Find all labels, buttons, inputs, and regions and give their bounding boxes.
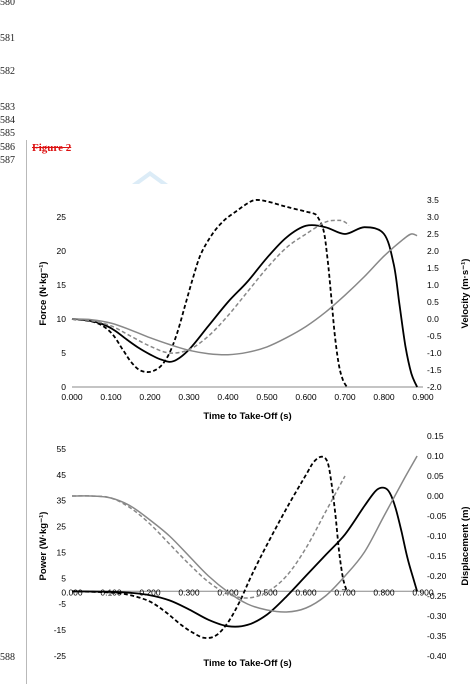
x-tick-label: 0.500 bbox=[256, 392, 278, 402]
x-tick-label: 0.000 bbox=[61, 587, 83, 597]
y2-tick-label: -0.25 bbox=[427, 591, 447, 601]
y2-tick-label: 0.10 bbox=[427, 451, 444, 461]
x-tick-label: 0.900 bbox=[412, 392, 434, 402]
x-tick-label: 0.200 bbox=[139, 392, 161, 402]
x-tick-label: 0.700 bbox=[334, 392, 356, 402]
y2-tick-label: -0.10 bbox=[427, 531, 447, 541]
x-tick-label: 0.700 bbox=[334, 587, 356, 597]
y2-tick-label: 3.0 bbox=[427, 212, 439, 222]
y-tick-label: -25 bbox=[54, 651, 67, 661]
y-tick-label: 5 bbox=[61, 348, 66, 358]
series-line-3 bbox=[71, 233, 418, 356]
y-tick-label: -5 bbox=[58, 599, 66, 609]
y2-tick-label: 2.5 bbox=[427, 229, 439, 239]
y2-tick-label: 0.0 bbox=[427, 314, 439, 324]
x-tick-label: 0.300 bbox=[178, 392, 200, 402]
figure-label: Figure 2 bbox=[32, 142, 72, 154]
y2-tick-label: 0.00 bbox=[427, 491, 444, 501]
x-tick-label: 0.900 bbox=[412, 587, 434, 597]
series-line-2 bbox=[71, 475, 346, 599]
line-number: 586 bbox=[0, 142, 15, 153]
y-tick-label: 25 bbox=[57, 212, 67, 222]
x-tick-label: 0.300 bbox=[178, 587, 200, 597]
y2-tick-label: -0.15 bbox=[427, 551, 447, 561]
x-tick-label: 0.600 bbox=[295, 587, 317, 597]
y-tick-label: 25 bbox=[57, 522, 67, 532]
series-line-2 bbox=[71, 219, 350, 354]
y2-tick-label: -1.0 bbox=[427, 348, 442, 358]
y-tick-label: 0 bbox=[61, 382, 66, 392]
y2-tick-label: -0.05 bbox=[427, 511, 447, 521]
margin-rule bbox=[26, 140, 27, 684]
series-line-0 bbox=[71, 199, 348, 388]
y2-tick-label: -2.0 bbox=[427, 382, 442, 392]
watermark-logo bbox=[132, 171, 168, 184]
series-line-3 bbox=[71, 455, 418, 613]
y2-tick-label: 0.15 bbox=[427, 431, 444, 441]
y-tick-label: 15 bbox=[57, 547, 67, 557]
y-tick-label: 45 bbox=[57, 470, 67, 480]
x-axis-label: Time to Take-Off (s) bbox=[203, 658, 291, 668]
y2-tick-label: 2.0 bbox=[427, 246, 439, 256]
y-tick-label: 20 bbox=[57, 246, 67, 256]
line-number: 585 bbox=[0, 128, 15, 139]
y2-tick-label: -0.20 bbox=[427, 571, 447, 581]
y2-tick-label: 0.05 bbox=[427, 471, 444, 481]
x-tick-label: 0.100 bbox=[100, 392, 122, 402]
y2-tick-label: -1.5 bbox=[427, 365, 442, 375]
y-tick-label: 10 bbox=[57, 314, 67, 324]
y-axis-label: Force (N·kg⁻¹) bbox=[38, 261, 49, 325]
line-number: 584 bbox=[0, 115, 15, 126]
y-tick-label: 5 bbox=[61, 573, 66, 583]
y2-tick-label: -0.40 bbox=[427, 651, 447, 661]
line-number: 582 bbox=[0, 66, 15, 77]
line-number: 580 bbox=[0, 0, 15, 8]
y2-tick-label: 3.5 bbox=[427, 195, 439, 205]
y-tick-label: -15 bbox=[54, 625, 67, 635]
x-axis-label: Time to Take-Off (s) bbox=[203, 411, 291, 422]
x-tick-label: 0.000 bbox=[61, 392, 83, 402]
y2-tick-label: -0.35 bbox=[427, 631, 447, 641]
y2-tick-label: -0.30 bbox=[427, 611, 447, 621]
y2-axis-label: Displacement (m) bbox=[460, 506, 471, 585]
y-tick-label: 55 bbox=[57, 444, 67, 454]
x-tick-label: 0.800 bbox=[373, 392, 395, 402]
x-tick-label: 0.500 bbox=[256, 587, 278, 597]
series-line-1 bbox=[71, 224, 418, 388]
line-number: 583 bbox=[0, 102, 15, 113]
y2-tick-label: 1.5 bbox=[427, 263, 439, 273]
power-displacement-chart: 0.000 0.100 0.200 0.300 0.400 0.500 0.600 0.700… bbox=[38, 431, 471, 668]
line-number: 581 bbox=[0, 33, 15, 44]
series-line-1 bbox=[71, 486, 418, 628]
y2-axis-label: Velocity (m·s⁻¹) bbox=[460, 259, 471, 329]
series-line-0 bbox=[71, 455, 348, 639]
y-tick-label: 15 bbox=[57, 280, 67, 290]
x-tick-label: 0.600 bbox=[295, 392, 317, 402]
y2-tick-label: 1.0 bbox=[427, 280, 439, 290]
y2-tick-label: -0.5 bbox=[427, 331, 442, 341]
y-tick-label: 35 bbox=[57, 496, 67, 506]
line-number: 588 bbox=[0, 652, 15, 663]
force-velocity-chart: 0.000 0.100 0.200 0.300 0.400 0.500 0.600 0.700… bbox=[38, 195, 471, 422]
y-axis-label: Power (W·kg⁻¹) bbox=[38, 512, 49, 581]
y2-tick-label: 0.5 bbox=[427, 297, 439, 307]
x-tick-label: 0.800 bbox=[373, 587, 395, 597]
x-tick-label: 0.200 bbox=[139, 587, 161, 597]
line-number: 587 bbox=[0, 155, 15, 166]
x-tick-label: 0.400 bbox=[217, 392, 239, 402]
